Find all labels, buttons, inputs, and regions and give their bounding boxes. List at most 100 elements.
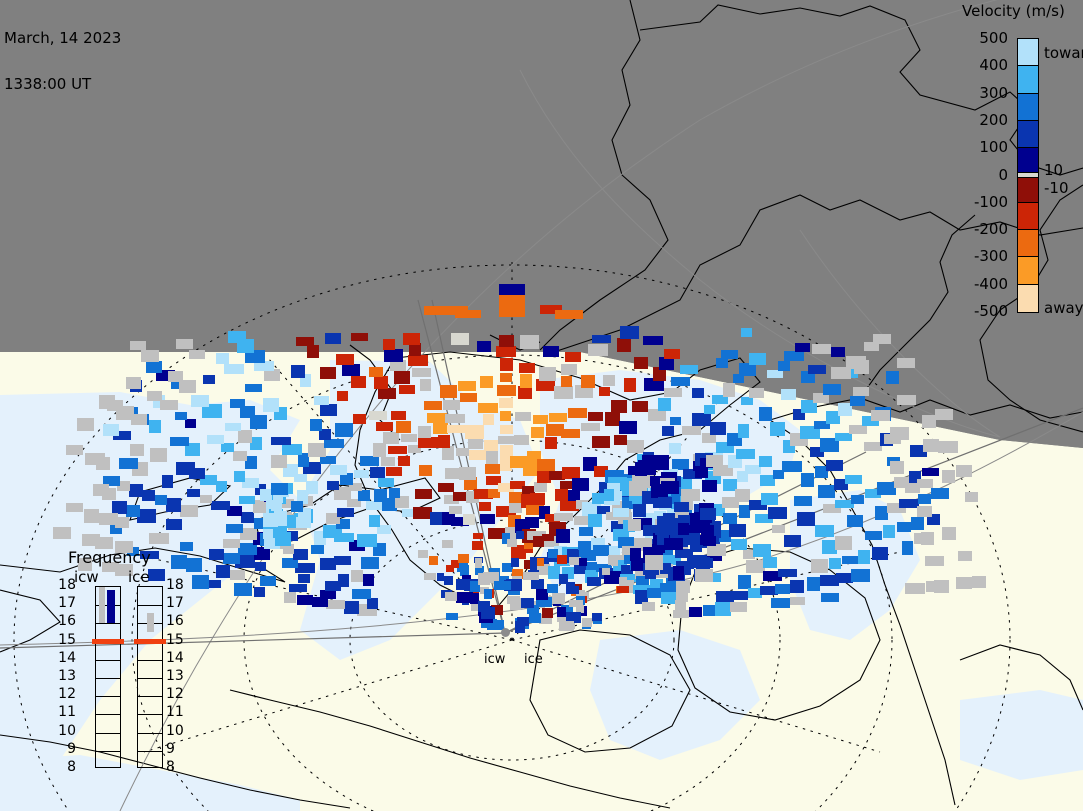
- velocity-cell: [500, 411, 511, 421]
- velocity-cell: [474, 489, 493, 499]
- velocity-cell: [449, 506, 462, 514]
- velocity-cell: [140, 551, 159, 559]
- velocity-cell: [782, 461, 802, 472]
- velocity-cell: [149, 420, 161, 433]
- frequency-tick-left-16: 16: [58, 613, 76, 630]
- velocity-cell: [529, 613, 541, 623]
- velocity-cell: [917, 506, 932, 517]
- velocity-cell: [358, 490, 370, 501]
- velocity-cell: [619, 421, 637, 434]
- velocity-cell: [883, 525, 895, 538]
- velocity-cell: [673, 566, 684, 580]
- velocity-cell: [678, 515, 690, 525]
- velocity-cell: [186, 558, 202, 572]
- velocity-cell: [460, 393, 477, 402]
- velocity-cell: [635, 590, 648, 604]
- velocity-cell: [592, 613, 602, 621]
- velocity-cell: [543, 346, 559, 357]
- velocity-cell: [349, 483, 362, 491]
- velocity-cell: [115, 564, 133, 576]
- velocity-cell: [645, 555, 663, 570]
- velocity-cell: [386, 467, 402, 476]
- velocity-cell: [559, 574, 568, 584]
- velocity-cell: [737, 471, 748, 482]
- velocity-cell: [801, 371, 815, 383]
- velocity-cell: [851, 495, 864, 504]
- velocity-cell: [676, 589, 688, 602]
- velocity-cell: [664, 349, 680, 359]
- velocity-cell: [620, 574, 640, 582]
- frequency-tick-left-18: 18: [58, 577, 76, 593]
- velocity-cell: [283, 544, 294, 554]
- velocity-cell: [533, 536, 553, 547]
- velocity-cell: [146, 361, 162, 373]
- frequency-gridline-icw-9: [96, 750, 120, 752]
- velocity-cell: [176, 339, 193, 349]
- velocity-cell: [254, 361, 274, 371]
- velocity-cell: [523, 572, 539, 580]
- velocity-cell: [192, 575, 209, 589]
- velocity-cell: [569, 600, 583, 607]
- velocity-cell: [592, 436, 610, 448]
- velocity-cell: [498, 436, 515, 444]
- velocity-cell: [931, 488, 949, 499]
- velocity-cell: [293, 549, 308, 560]
- colorbar-title: Velocity (m/s): [962, 2, 1065, 20]
- velocity-cell: [611, 556, 618, 566]
- velocity-cell: [790, 580, 804, 593]
- velocity-cell: [835, 433, 852, 441]
- velocity-cell: [141, 350, 159, 362]
- velocity-cell: [137, 509, 156, 523]
- velocity-cell: [887, 503, 906, 513]
- velocity-cell: [483, 572, 499, 583]
- velocity-cell: [611, 521, 623, 532]
- velocity-cell: [721, 350, 738, 359]
- velocity-cell: [533, 415, 548, 424]
- velocity-cell: [507, 539, 517, 547]
- velocity-cell: [703, 536, 716, 546]
- velocity-cell: [850, 396, 865, 406]
- velocity-cell: [523, 462, 541, 476]
- velocity-cell: [587, 577, 601, 586]
- velocity-cell: [707, 544, 726, 556]
- velocity-cell: [367, 598, 378, 609]
- velocity-cell: [675, 600, 686, 610]
- velocity-cell: [645, 565, 656, 579]
- velocity-cell: [444, 495, 459, 504]
- velocity-cell: [470, 581, 480, 592]
- velocity-cell: [415, 489, 432, 499]
- velocity-cell: [377, 525, 391, 534]
- colorbar-tick--200: -200: [973, 220, 1008, 239]
- velocity-cell: [326, 513, 340, 524]
- velocity-cell: [643, 525, 656, 536]
- velocity-cell: [496, 346, 516, 357]
- colorbar-band-1: [1018, 66, 1038, 94]
- frequency-column-label-icw: icw: [74, 568, 99, 586]
- velocity-cell: [171, 378, 183, 389]
- frequency-tick-right-11: 11: [166, 704, 184, 721]
- colorbar-tick-100: 100: [979, 138, 1008, 157]
- velocity-cell: [327, 481, 339, 490]
- velocity-cell: [130, 444, 144, 456]
- velocity-cell: [599, 482, 613, 493]
- velocity-cell: [185, 419, 196, 428]
- frequency-tick-right-14: 14: [166, 649, 184, 666]
- velocity-cell: [810, 447, 824, 457]
- velocity-cell: [271, 455, 287, 468]
- velocity-cell: [865, 531, 882, 540]
- velocity-cell: [175, 412, 187, 420]
- velocity-cell: [633, 585, 651, 594]
- velocity-cell: [351, 570, 363, 582]
- velocity-cell: [369, 515, 380, 527]
- velocity-cell: [510, 481, 525, 489]
- velocity-cell: [662, 426, 674, 436]
- velocity-cell: [753, 544, 771, 557]
- velocity-cell: [445, 592, 457, 601]
- velocity-cell: [942, 470, 955, 483]
- colorbar-tick-300: 300: [979, 83, 1008, 102]
- velocity-cell: [784, 351, 804, 361]
- velocity-cell: [271, 502, 282, 511]
- velocity-cell: [445, 414, 465, 423]
- velocity-cell: [147, 391, 162, 401]
- velocity-cell: [794, 496, 812, 506]
